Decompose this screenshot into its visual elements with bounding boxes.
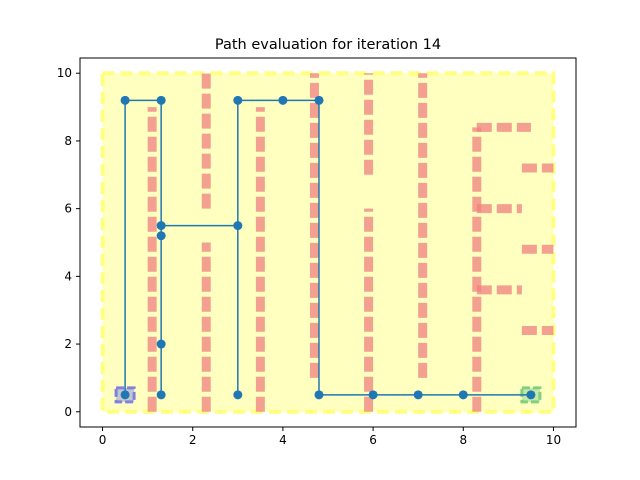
path-point: [120, 95, 130, 105]
x-tick-label: 4: [279, 433, 287, 447]
path-point: [458, 390, 468, 400]
path-point: [156, 231, 166, 241]
path-point: [278, 95, 288, 105]
chart-title: Path evaluation for iteration 14: [215, 37, 441, 53]
y-tick-label: 0: [64, 405, 72, 419]
y-axis: 0 2 4 6 8 10: [57, 66, 80, 419]
path-point: [233, 390, 243, 400]
x-tick-label: 8: [459, 433, 467, 447]
x-tick-label: 2: [189, 433, 197, 447]
obstacle-layer: [147, 73, 554, 412]
y-tick-label: 6: [64, 202, 72, 216]
y-tick-label: 2: [64, 337, 72, 351]
path-point: [233, 221, 243, 231]
marker-layer: [120, 95, 536, 400]
path-point: [156, 95, 166, 105]
path-point: [413, 390, 423, 400]
path-point: [120, 390, 130, 400]
path-point: [314, 95, 324, 105]
x-tick-label: 6: [369, 433, 377, 447]
path-point: [233, 95, 243, 105]
path-point: [368, 390, 378, 400]
axes-frame: [79, 57, 577, 428]
y-tick-label: 4: [64, 269, 72, 283]
path-point: [156, 221, 166, 231]
x-tick-label: 0: [99, 433, 107, 447]
plot-area: [100, 71, 556, 414]
path-point: [156, 339, 166, 349]
path-point: [526, 390, 536, 400]
path-point: [156, 390, 166, 400]
y-tick-label: 8: [64, 134, 72, 148]
path-point: [314, 390, 324, 400]
y-tick-label: 10: [57, 66, 72, 80]
x-tick-label: 10: [546, 433, 561, 447]
x-axis: 0 2 4 6 8 10: [99, 427, 561, 447]
